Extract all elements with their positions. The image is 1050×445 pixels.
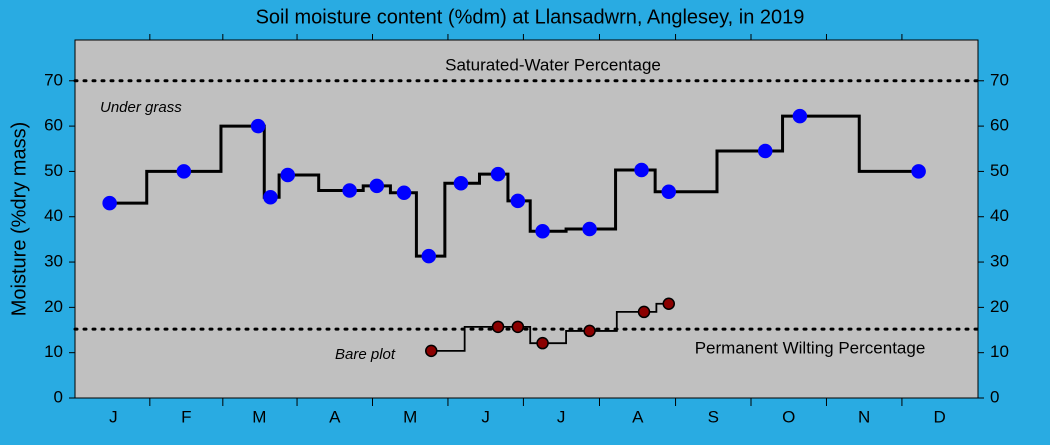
data-point <box>583 324 596 338</box>
data-point <box>421 248 437 264</box>
data-point <box>176 164 192 179</box>
data-point <box>263 189 278 205</box>
series-label: Under grass <box>100 99 182 116</box>
y2-tick-label: 40 <box>990 206 1009 225</box>
x-tick-label: D <box>934 407 946 426</box>
data-point <box>535 223 550 239</box>
x-tick-label: J <box>481 407 490 426</box>
data-point <box>280 167 296 183</box>
y-tick-label: 10 <box>44 342 63 361</box>
x-tick-label: S <box>708 407 719 426</box>
y2-tick-label: 30 <box>990 252 1009 271</box>
data-point <box>757 143 773 159</box>
x-tick-label: O <box>782 407 795 426</box>
y-tick-label: 0 <box>54 387 63 406</box>
reference-label: Saturated-Water Percentage <box>445 55 661 74</box>
x-tick-label: F <box>181 407 191 426</box>
data-point <box>536 336 549 350</box>
x-tick-label: A <box>329 407 341 426</box>
y2-tick-label: 0 <box>990 387 999 406</box>
data-point <box>582 221 597 237</box>
y-tick-label: 20 <box>44 297 63 316</box>
y-tick-label: 40 <box>44 206 63 225</box>
data-point <box>662 297 676 310</box>
x-tick-label: M <box>403 407 417 426</box>
y2-tick-label: 10 <box>990 342 1009 361</box>
data-point <box>425 344 438 358</box>
x-tick-label: N <box>858 407 870 426</box>
data-point <box>369 178 385 194</box>
data-point <box>661 184 677 200</box>
data-point <box>511 320 525 334</box>
reference-label: Permanent Wilting Percentage <box>695 339 926 358</box>
y2-tick-label: 20 <box>990 297 1009 316</box>
y-tick-label: 70 <box>44 70 63 89</box>
data-point <box>102 195 117 211</box>
series-label: Bare plot <box>335 346 396 363</box>
y-tick-label: 60 <box>44 116 63 135</box>
chart-title: Soil moisture content (%dm) at Llansadwr… <box>256 6 805 28</box>
data-point <box>911 164 926 179</box>
data-point <box>792 108 808 124</box>
data-point <box>250 118 266 134</box>
data-point <box>453 175 469 191</box>
y2-tick-label: 70 <box>990 70 1009 89</box>
y2-tick-label: 60 <box>990 116 1009 135</box>
data-point <box>342 183 357 198</box>
data-point <box>634 162 649 178</box>
y-axis-label: Moisture (%dry mass) <box>8 122 30 316</box>
data-point <box>491 320 505 334</box>
plot-area <box>74 39 979 399</box>
y-tick-label: 30 <box>44 252 63 271</box>
data-point <box>490 166 506 182</box>
y2-tick-label: 50 <box>990 161 1009 180</box>
y-tick-label: 50 <box>44 161 63 180</box>
data-point <box>637 305 651 319</box>
x-tick-label: A <box>632 407 644 426</box>
x-tick-label: M <box>252 407 266 426</box>
x-tick-label: J <box>109 407 118 426</box>
data-point <box>510 193 526 209</box>
x-tick-label: J <box>557 407 566 426</box>
data-point <box>396 185 412 200</box>
